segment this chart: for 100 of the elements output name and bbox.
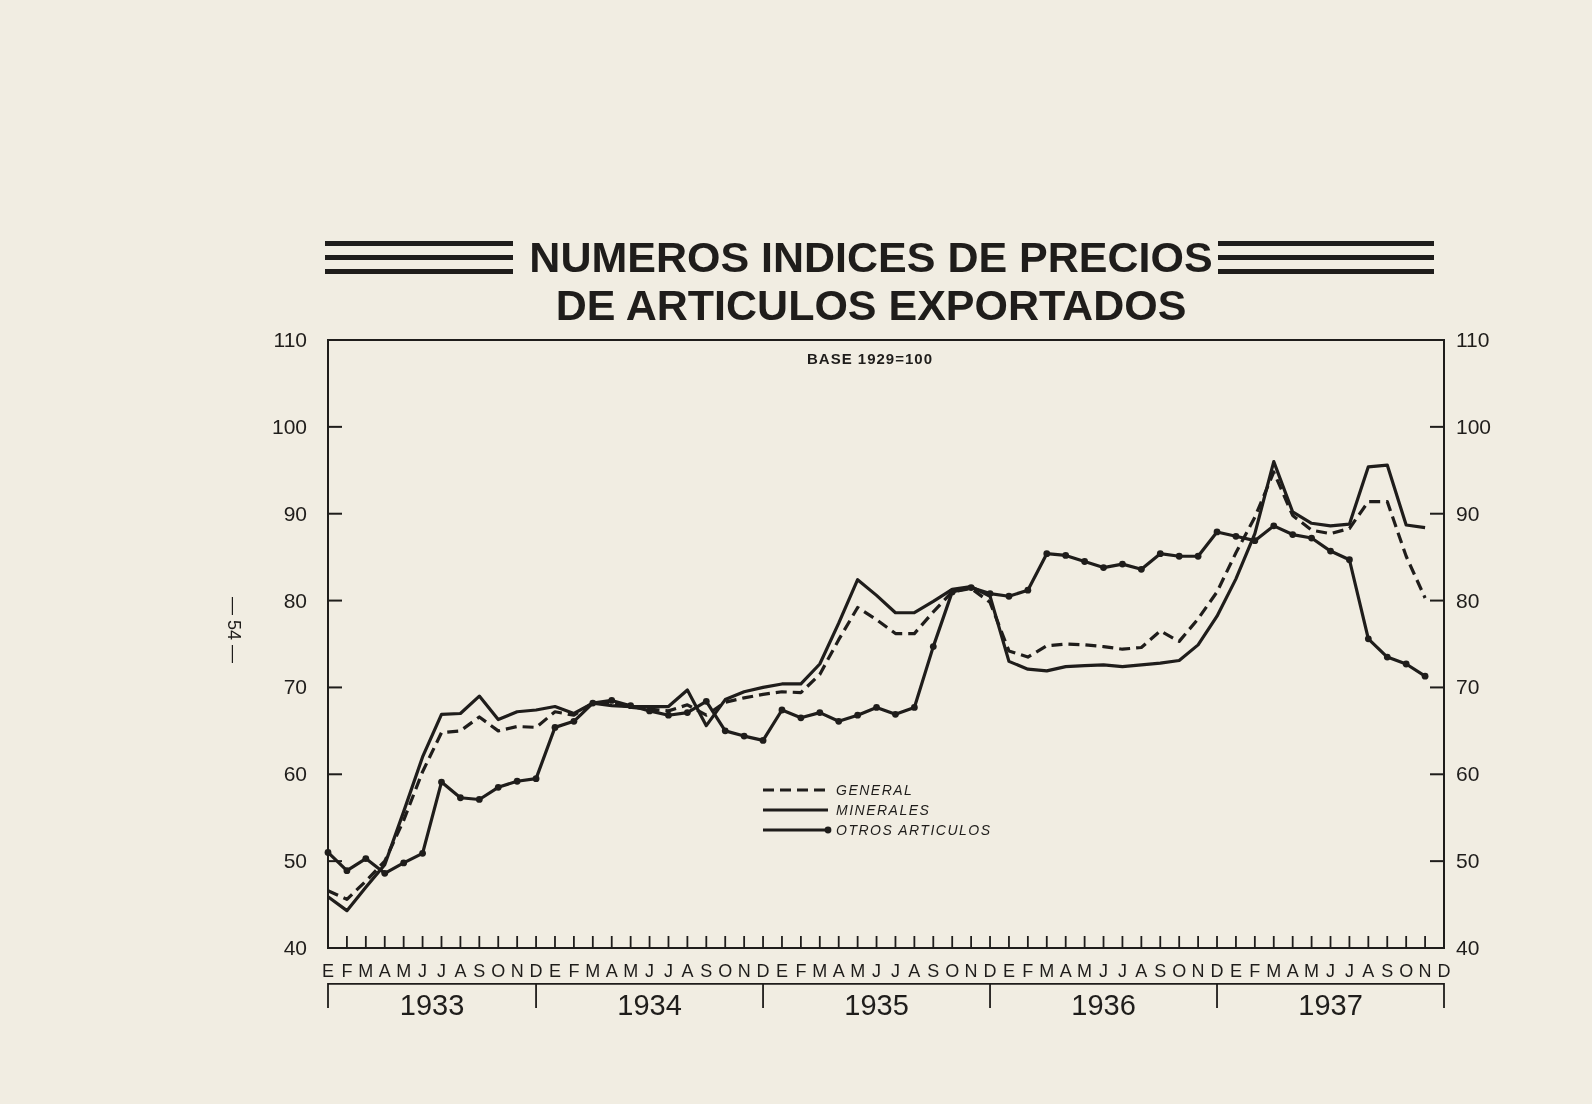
point <box>1005 592 1013 600</box>
point <box>513 777 521 785</box>
point <box>1043 550 1051 558</box>
y-tick-label: 90 <box>283 501 307 525</box>
y-tick-label: 60 <box>283 762 307 786</box>
point <box>1024 586 1032 594</box>
point <box>854 711 862 719</box>
x-tick-label: A <box>1286 961 1299 981</box>
y-tick-label: 100 <box>271 414 307 438</box>
x-tick-label: N <box>737 961 751 981</box>
y-tick-label: 50 <box>283 849 307 873</box>
x-tick-label: A <box>1362 961 1375 981</box>
point <box>1194 552 1202 560</box>
point <box>1062 552 1070 559</box>
point <box>910 704 918 711</box>
legend-label: GENERAL <box>836 782 914 798</box>
point <box>1364 635 1372 643</box>
text: 1933 <box>399 989 465 1021</box>
point <box>1383 653 1391 661</box>
x-tick-label: D <box>529 961 543 981</box>
x-tick-label: F <box>341 961 353 981</box>
point <box>1421 672 1429 680</box>
y-tick-label: 70 <box>283 675 307 699</box>
x-tick-label: E <box>321 961 335 981</box>
point <box>1100 564 1107 571</box>
x-tick-label: J <box>872 961 882 981</box>
chart-title: NUMEROS INDICES DE PRECIOS DE ARTICULOS EXPORTADOS <box>529 233 1213 329</box>
x-tick-label: J <box>1344 961 1354 981</box>
x-tick-label: N <box>510 961 524 981</box>
point <box>1270 522 1278 530</box>
y-tick-label: 80 <box>283 588 307 612</box>
text: 1934 <box>617 989 682 1021</box>
point <box>343 867 351 875</box>
point <box>494 783 502 791</box>
x-tick-label: J <box>890 961 900 981</box>
text: — 54 — <box>224 596 244 664</box>
x-tick-label: M <box>1077 961 1093 981</box>
point <box>1346 556 1353 564</box>
x-tick-label: J <box>418 961 428 981</box>
x-tick-label: N <box>964 961 978 981</box>
y-tick-label: 110 <box>273 328 307 351</box>
x-tick-label: A <box>908 961 921 981</box>
x-tick-label: S <box>927 961 940 981</box>
x-tick-label: A <box>454 961 467 981</box>
x-tick-label: M <box>1304 961 1320 981</box>
x-tick-label: M <box>358 961 374 981</box>
x-tick-label: F <box>1022 961 1034 981</box>
x-tick-label: E <box>1229 961 1242 981</box>
point <box>419 849 426 857</box>
point <box>1251 537 1259 545</box>
x-tick-label: S <box>1154 961 1167 981</box>
x-tick-label: A <box>378 961 391 981</box>
point <box>627 702 635 710</box>
point <box>1119 560 1126 568</box>
x-tick-label: S <box>1381 961 1394 981</box>
point <box>324 849 332 856</box>
point <box>967 584 975 591</box>
x-tick-label: A <box>681 961 694 981</box>
x-tick-label: F <box>568 961 580 981</box>
point <box>1308 534 1315 542</box>
x-tick-label: M <box>396 961 412 981</box>
point <box>929 643 937 651</box>
x-tick-label: S <box>473 961 486 981</box>
y2-tick-label: 70 <box>1456 675 1480 699</box>
point <box>1232 532 1240 540</box>
point <box>702 697 710 705</box>
point <box>1327 547 1334 555</box>
point <box>608 697 616 704</box>
x-tick-label: J <box>1326 961 1336 981</box>
point <box>835 717 843 725</box>
x-tick-label: E <box>548 961 561 981</box>
x-tick-label: J <box>1099 961 1109 981</box>
point <box>683 709 691 717</box>
point <box>1156 550 1164 558</box>
y2-tick-label: 60 <box>1456 762 1480 786</box>
x-tick-label: J <box>1117 961 1127 981</box>
point <box>986 590 994 598</box>
x-tick-label: M <box>812 961 828 981</box>
x-tick-label: M <box>1266 961 1282 981</box>
point <box>778 706 786 714</box>
point <box>873 704 880 711</box>
x-tick-label: N <box>1418 961 1432 981</box>
x-tick-label: M <box>1039 961 1055 981</box>
y-tick-label: 40 <box>283 936 307 959</box>
point <box>759 737 767 744</box>
x-tick-label: D <box>1210 961 1224 981</box>
point <box>1289 531 1297 538</box>
point <box>532 775 540 783</box>
point <box>589 699 597 707</box>
x-tick-label: N <box>1191 961 1205 981</box>
point <box>646 707 653 715</box>
y2-tick-label: 40 <box>1456 936 1480 959</box>
point <box>400 859 408 867</box>
x-tick-label: E <box>775 961 788 981</box>
y2-tick-label: 80 <box>1456 588 1480 612</box>
point <box>551 723 559 731</box>
point <box>1175 552 1183 560</box>
y2-tick-label: 100 <box>1456 414 1492 438</box>
y2-tick-label: 90 <box>1456 501 1480 525</box>
x-tick-label: J <box>436 961 446 981</box>
